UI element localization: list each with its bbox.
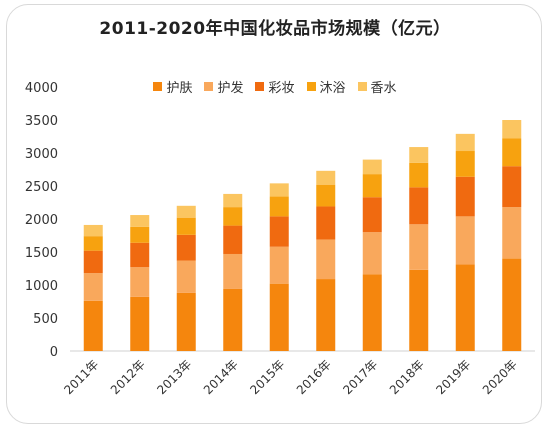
bar-segment: [269, 216, 289, 247]
bar-segment: [130, 226, 150, 243]
bar-segment: [223, 253, 243, 289]
legend-label: 护肤: [166, 81, 193, 96]
legend-label: 香水: [370, 81, 397, 96]
bar-segment: [409, 224, 429, 270]
bar-segment: [269, 196, 289, 217]
x-tick-label: 2015年: [247, 357, 287, 397]
y-tick-label: 1000: [25, 279, 58, 294]
bar-segment: [316, 206, 336, 240]
y-tick-label: 3000: [25, 147, 58, 162]
bar-segment: [362, 174, 382, 198]
bar-segment: [223, 207, 243, 226]
x-tick-label: 2017年: [340, 357, 380, 397]
bar-segment: [362, 159, 382, 175]
legend-label: 彩妆: [268, 81, 295, 96]
legend-item-bath: 沐浴: [306, 77, 346, 96]
bar-segment: [455, 216, 475, 265]
bar-segment: [83, 273, 103, 301]
legend-swatch: [153, 82, 163, 91]
bar-segment: [130, 215, 150, 227]
bar-segment: [502, 120, 522, 139]
bar-segment: [83, 250, 103, 274]
bar-segment: [176, 292, 196, 351]
bar-segment: [176, 217, 196, 235]
bar-segment: [455, 133, 475, 152]
x-tick-label: 2019年: [433, 357, 473, 397]
chart-legend: 护肤 护发 彩妆 沐浴 香水: [0, 77, 550, 96]
bar-segment: [316, 184, 336, 207]
bar-segment: [409, 269, 429, 351]
bar-segment: [176, 260, 196, 293]
y-tick-label: 1500: [25, 246, 58, 261]
x-tick-label: 2012年: [108, 357, 148, 397]
bar-segment: [316, 239, 336, 280]
legend-item-makeup: 彩妆: [255, 77, 295, 96]
y-tick-label: 4000: [25, 81, 58, 96]
bar-segment: [83, 236, 103, 251]
legend-item-haircare: 护发: [204, 77, 243, 96]
bar-segment: [455, 151, 475, 177]
y-tick-label: 500: [33, 312, 58, 327]
y-tick-label: 2000: [25, 213, 58, 228]
x-tick-label: 2020年: [480, 357, 520, 397]
y-tick-label: 2500: [25, 180, 58, 195]
x-tick-label: 2011年: [61, 357, 101, 397]
legend-label: 护发: [217, 81, 244, 96]
bar-segment: [362, 232, 382, 275]
legend-swatch: [357, 82, 367, 91]
x-tick-label: 2016年: [294, 357, 334, 397]
bar-segment: [455, 264, 475, 351]
x-tick-label: 2018年: [387, 357, 427, 397]
bar-segment: [130, 296, 150, 351]
bar-segment: [409, 147, 429, 163]
bar-segment: [223, 288, 243, 351]
bar-segment: [83, 224, 103, 237]
legend-swatch: [204, 82, 214, 91]
legend-item-skincare: 护肤: [153, 77, 192, 96]
x-tick-label: 2013年: [154, 357, 194, 397]
legend-swatch: [306, 82, 316, 91]
bar-segment: [83, 300, 103, 351]
bar-segment: [409, 162, 429, 188]
x-tick-label: 2014年: [201, 357, 241, 397]
bar-segment: [269, 183, 289, 197]
legend-swatch: [255, 82, 265, 91]
bar-segment: [223, 193, 243, 208]
legend-label: 沐浴: [319, 81, 346, 96]
bar-segment: [362, 274, 382, 351]
bar-segment: [502, 207, 522, 259]
bar-segment: [362, 197, 382, 233]
bar-segment: [316, 170, 336, 185]
bar-segment: [269, 283, 289, 351]
bar-segment: [502, 258, 522, 351]
bar-segment: [130, 267, 150, 297]
y-tick-label: 3500: [25, 114, 58, 129]
bar-segment: [130, 242, 150, 268]
bar-segment: [502, 138, 522, 167]
bar-segment: [455, 176, 475, 217]
bar-segment: [176, 234, 196, 261]
y-tick-label: 0: [50, 345, 58, 360]
bar-segment: [409, 187, 429, 225]
bar-segment: [502, 166, 522, 208]
chart-title: 2011-2020年中国化妆品市场规模（亿元）: [99, 19, 451, 39]
bar-segment: [316, 279, 336, 351]
bar-segment: [176, 205, 196, 218]
legend-item-perfume: 香水: [357, 77, 397, 96]
bar-segment: [269, 246, 289, 284]
bar-segment: [223, 225, 243, 254]
